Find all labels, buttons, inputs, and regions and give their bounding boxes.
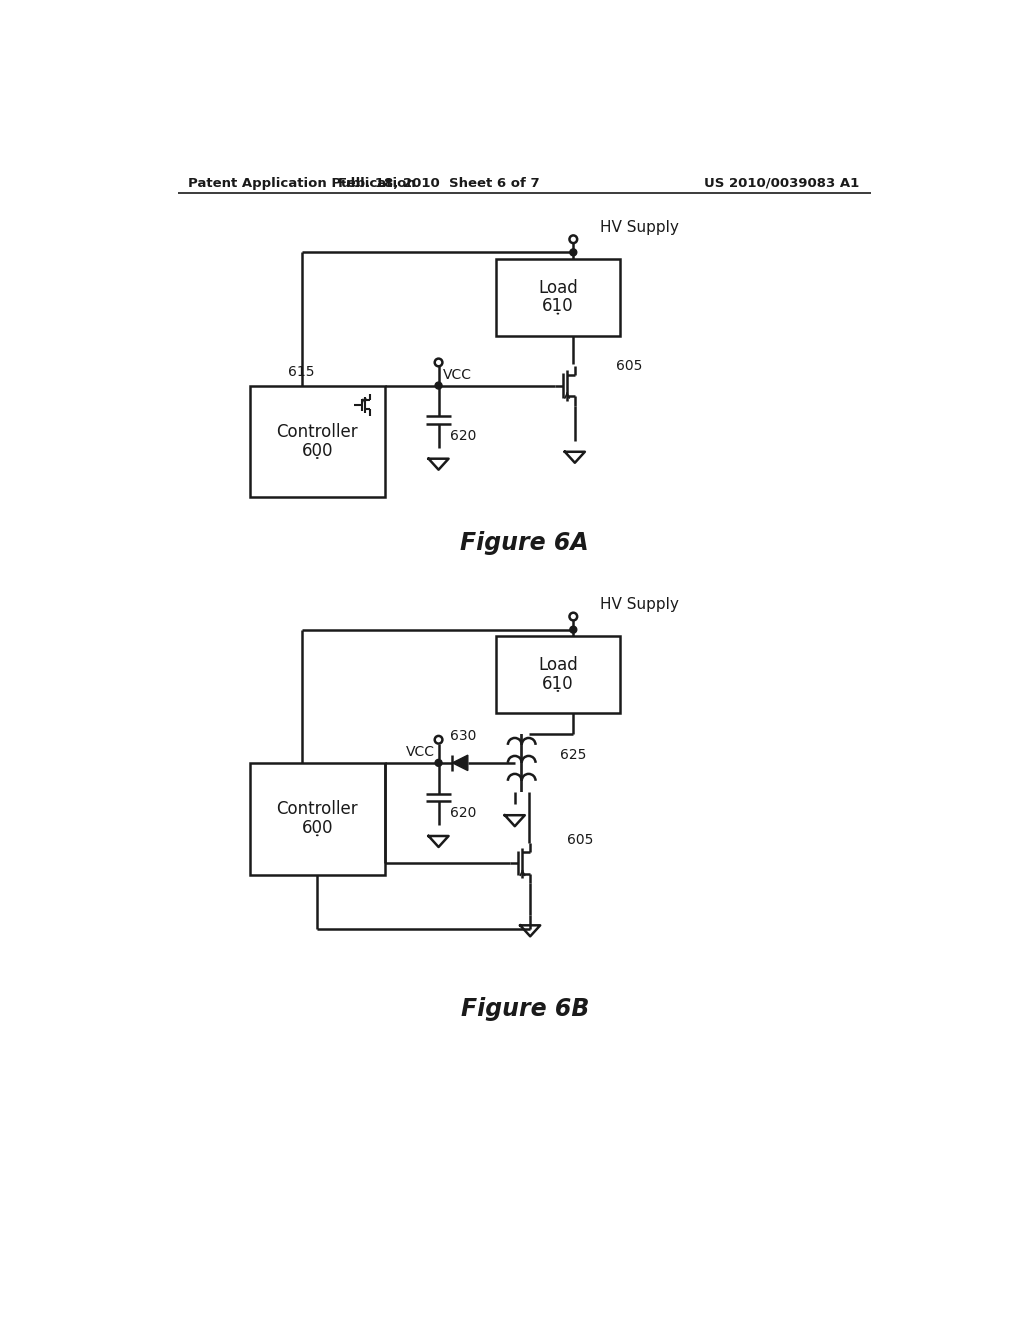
Text: VCC: VCC (406, 744, 435, 759)
Text: 615: 615 (289, 364, 315, 379)
Text: 600: 600 (301, 818, 333, 837)
Text: HV Supply: HV Supply (600, 598, 679, 612)
Circle shape (569, 612, 578, 620)
Text: Figure 6A: Figure 6A (461, 532, 589, 556)
Text: Load: Load (538, 656, 578, 675)
Text: US 2010/0039083 A1: US 2010/0039083 A1 (705, 177, 859, 190)
Polygon shape (453, 755, 468, 771)
Bar (497, 636, 620, 713)
Circle shape (435, 737, 442, 743)
Text: Controller: Controller (276, 424, 358, 441)
Text: Load: Load (538, 279, 578, 297)
Text: 600: 600 (301, 442, 333, 459)
Text: HV Supply: HV Supply (600, 220, 679, 235)
Text: Patent Application Publication: Patent Application Publication (188, 177, 416, 190)
Circle shape (569, 249, 577, 256)
Text: 605: 605 (567, 833, 594, 847)
Text: Controller: Controller (276, 800, 358, 818)
Text: 620: 620 (451, 807, 476, 820)
Text: 625: 625 (560, 748, 587, 762)
Bar (497, 259, 620, 335)
Text: 610: 610 (542, 675, 573, 693)
Bar (250, 385, 385, 498)
Bar (250, 763, 385, 875)
Circle shape (435, 359, 442, 367)
Circle shape (569, 626, 577, 634)
Circle shape (435, 381, 442, 389)
Circle shape (569, 235, 578, 243)
Text: Figure 6B: Figure 6B (461, 997, 589, 1022)
Text: 605: 605 (615, 359, 642, 374)
Text: 610: 610 (542, 297, 573, 315)
Circle shape (435, 759, 442, 767)
Text: 620: 620 (451, 429, 476, 442)
Text: VCC: VCC (442, 368, 471, 381)
Text: Feb. 18, 2010  Sheet 6 of 7: Feb. 18, 2010 Sheet 6 of 7 (338, 177, 540, 190)
Text: 630: 630 (451, 729, 476, 743)
